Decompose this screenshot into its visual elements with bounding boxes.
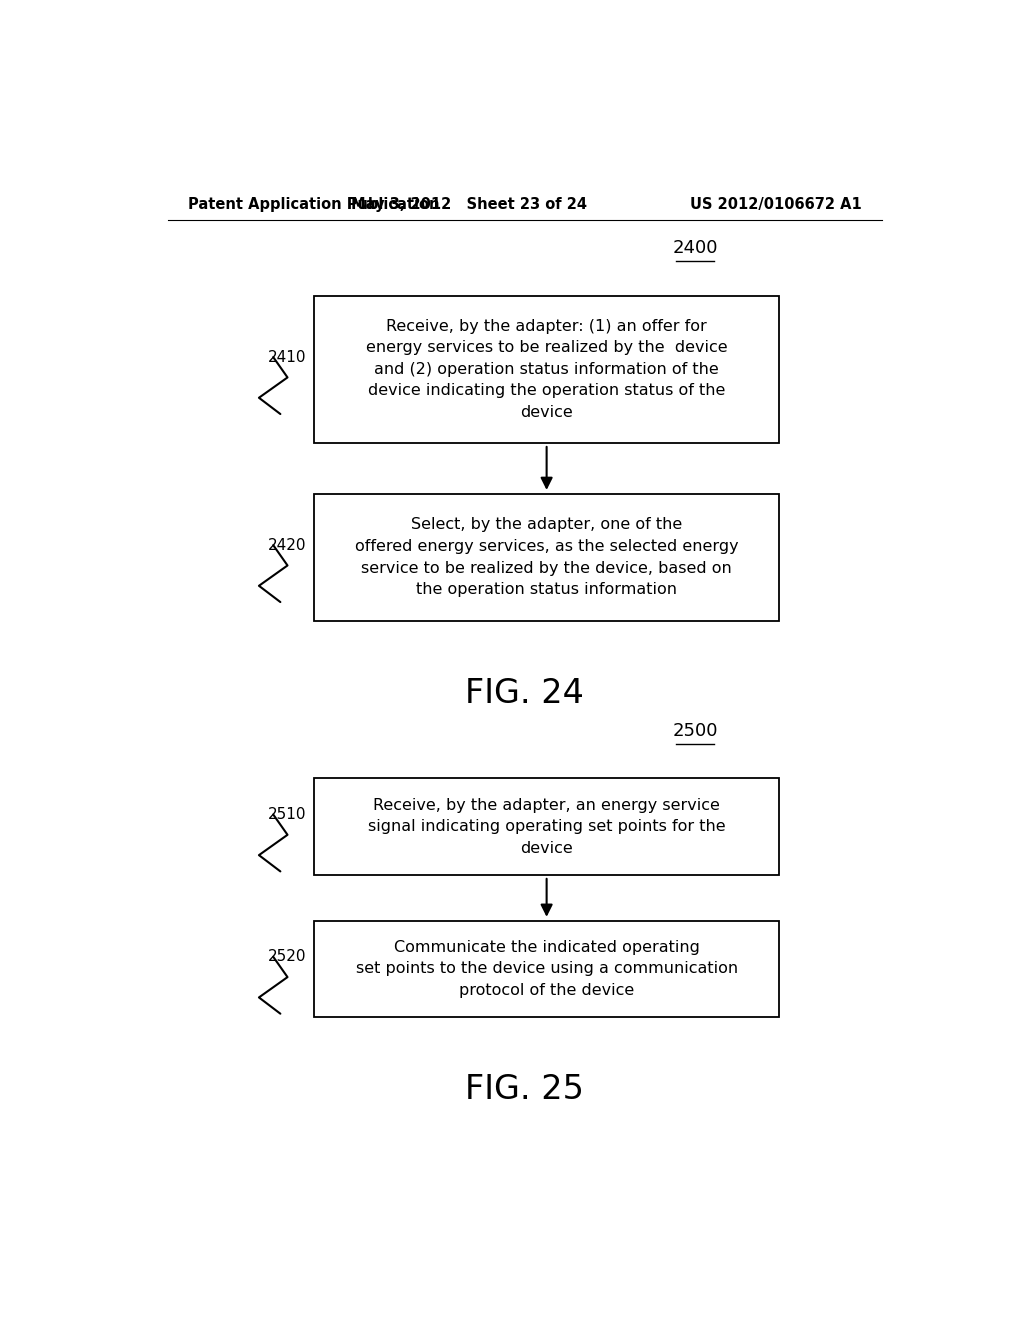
Text: Receive, by the adapter, an energy service
signal indicating operating set point: Receive, by the adapter, an energy servi… [368,797,725,855]
Text: 2510: 2510 [268,807,306,822]
Text: 2520: 2520 [268,949,306,965]
Text: US 2012/0106672 A1: US 2012/0106672 A1 [690,197,862,211]
Bar [314,296,778,444]
Text: FIG. 25: FIG. 25 [465,1073,585,1106]
Bar [314,921,778,1018]
Text: FIG. 24: FIG. 24 [465,677,585,710]
Text: 2410: 2410 [268,350,306,364]
Text: 2400: 2400 [673,239,718,257]
Text: 2420: 2420 [268,537,306,553]
Text: 2500: 2500 [673,722,718,739]
Bar [314,494,778,620]
Text: Select, by the adapter, one of the
offered energy services, as the selected ener: Select, by the adapter, one of the offer… [354,517,738,597]
Text: May 3, 2012   Sheet 23 of 24: May 3, 2012 Sheet 23 of 24 [351,197,587,211]
Text: Communicate the indicated operating
set points to the device using a communicati: Communicate the indicated operating set … [355,940,737,998]
Text: Patent Application Publication: Patent Application Publication [187,197,439,211]
Bar [314,779,778,875]
Text: Receive, by the adapter: (1) an offer for
energy services to be realized by the : Receive, by the adapter: (1) an offer fo… [366,318,727,420]
